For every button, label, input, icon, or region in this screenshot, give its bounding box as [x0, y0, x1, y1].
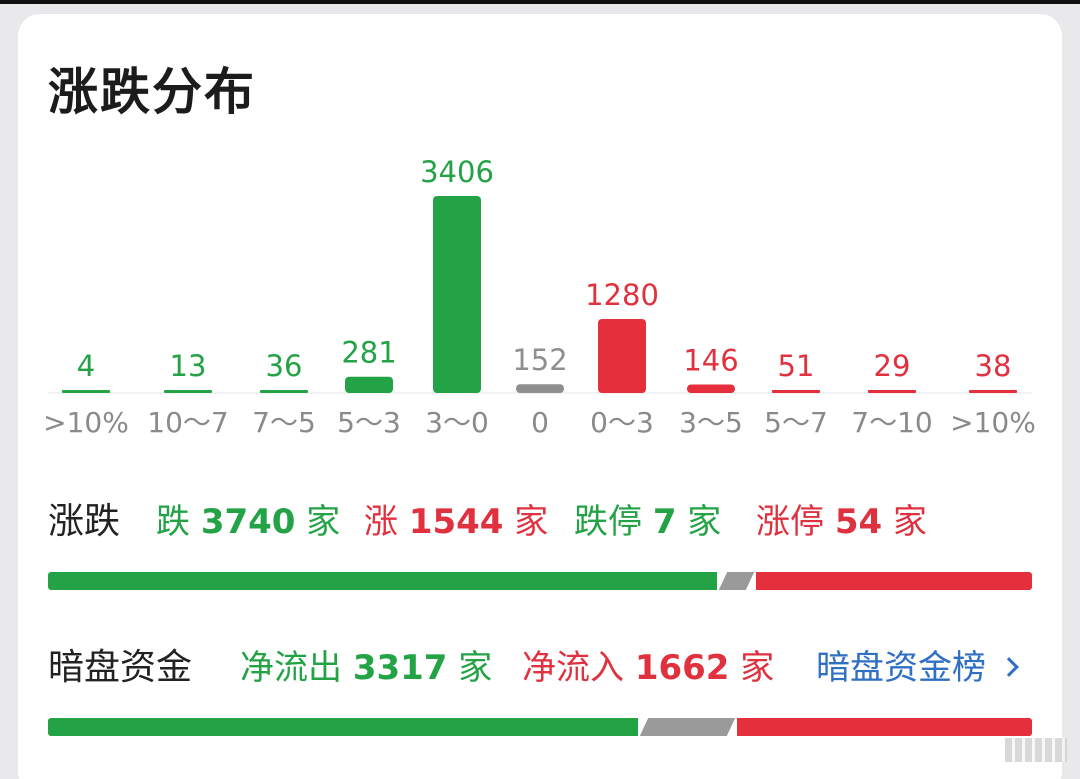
flat-segment [718, 572, 755, 590]
bar-value-label: 3406 [420, 155, 494, 189]
rise-fall-label: 涨跌 [48, 501, 121, 542]
limit-down-stat: 跌停 7 家 [574, 494, 721, 543]
category-tick-label: 3～0 [425, 406, 489, 439]
rise-count: 1544 [408, 502, 504, 542]
rise-prefix: 涨 [364, 502, 398, 542]
rise-fall-ratio-bar [48, 572, 1032, 590]
rise-unit: 家 [514, 502, 549, 542]
category-tick-label: 7～10 [851, 406, 932, 439]
outflow-stat: 净流出 3317 家 [240, 640, 492, 689]
bar-0 [62, 390, 110, 393]
page-title: 涨跌分布 [48, 63, 256, 121]
outflow-unit: 家 [458, 648, 493, 688]
bar-10 [969, 390, 1017, 393]
inflow-prefix: 净流入 [522, 648, 624, 688]
limit-down-count: 7 [652, 502, 677, 542]
bar-8 [772, 390, 820, 393]
category-tick-label: 5～3 [337, 406, 401, 439]
top-edge [0, 0, 1080, 4]
bar-value-label: 146 [683, 344, 738, 378]
bar-value-label: 29 [874, 349, 911, 383]
bar-2 [260, 390, 308, 393]
fall-stat: 跌 3740 家 [156, 494, 340, 543]
outflow-segment [48, 718, 638, 736]
inflow-segment [736, 718, 1032, 736]
bar-value-label: 13 [170, 349, 207, 383]
limit-down-prefix: 跌停 [574, 502, 642, 542]
watermark [1005, 738, 1067, 762]
dark-pool-ranking-label: 暗盘资金榜 [816, 648, 986, 688]
outflow-count: 3317 [352, 648, 448, 688]
category-tick-label: 7～5 [252, 406, 316, 439]
bar-5 [516, 384, 564, 393]
category-tick-label: 0～3 [590, 406, 654, 439]
limit-down-unit: 家 [687, 502, 722, 542]
category-tick-label: 0 [531, 406, 549, 439]
rise-stat: 涨 1544 家 [364, 494, 548, 543]
bar-1 [164, 390, 212, 393]
limit-up-stat: 涨停 54 家 [756, 494, 927, 543]
bar-value-label: 38 [975, 349, 1012, 383]
bar-value-label: 36 [266, 349, 303, 383]
limit-up-prefix: 涨停 [756, 502, 824, 542]
bar-4 [433, 196, 481, 393]
category-tick-label: >10% [950, 406, 1036, 439]
fall-count: 3740 [200, 502, 296, 542]
distribution-card [18, 14, 1062, 779]
chevron-right-icon [999, 657, 1019, 677]
category-tick-label: 10～7 [147, 406, 228, 439]
limit-up-count: 54 [834, 502, 883, 542]
limit-up-unit: 家 [892, 502, 927, 542]
bar-7 [687, 384, 735, 393]
distribution-chart: 4 >10% 13 10～7 36 7～5 281 5～3 3406 3～0 152 0 1280 0～3… [43, 155, 1036, 439]
dark-pool-label: 暗盘资金 [48, 647, 193, 688]
inflow-stat: 净流入 1662 家 [522, 640, 774, 689]
rise-segment [755, 572, 1032, 590]
bar-6 [598, 318, 646, 393]
fall-segment [48, 572, 717, 590]
category-tick-label: >10% [43, 406, 129, 439]
bar-value-label: 281 [341, 336, 396, 370]
outflow-prefix: 净流出 [240, 648, 342, 688]
bar-3 [345, 376, 393, 393]
dark-pool-ratio-bar [48, 718, 1032, 736]
fall-prefix: 跌 [156, 502, 190, 542]
category-tick-label: 5～7 [764, 406, 828, 439]
dark-pool-ranking-link[interactable]: 暗盘资金榜 [816, 640, 1019, 689]
bar-value-label: 152 [512, 343, 567, 377]
category-tick-label: 3～5 [679, 406, 743, 439]
bar-9 [868, 390, 916, 393]
bar-value-label: 1280 [585, 278, 659, 312]
inflow-unit: 家 [740, 648, 775, 688]
fall-unit: 家 [306, 502, 341, 542]
dark-pool-flat-segment [639, 718, 735, 736]
bar-value-label: 4 [77, 349, 95, 383]
inflow-count: 1662 [634, 648, 730, 688]
bar-value-label: 51 [778, 349, 815, 383]
